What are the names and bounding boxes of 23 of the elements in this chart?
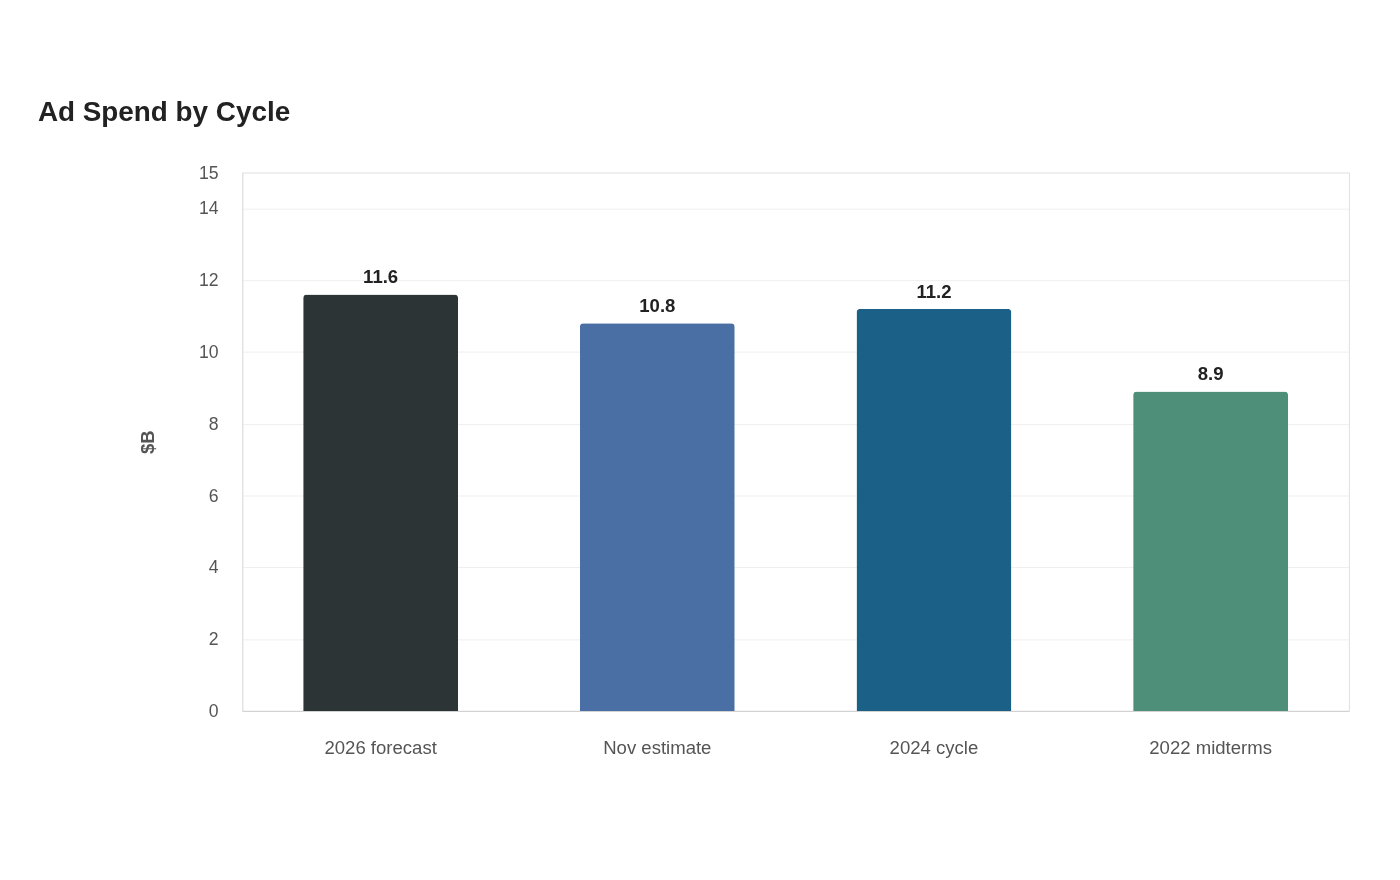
x-tick-label: 2026 forecast	[324, 737, 438, 759]
y-tick-label: 0	[208, 700, 219, 721]
bar	[1133, 391, 1289, 711]
bar	[856, 308, 1012, 711]
y-tick-label: 2	[208, 629, 219, 650]
y-tick-label: 10	[199, 342, 219, 362]
y-tick-label: 15	[199, 162, 219, 183]
y-axis-title: $B	[136, 430, 158, 455]
x-tick-label: 2022 midterms	[1149, 737, 1272, 759]
y-tick-label: 12	[199, 270, 219, 291]
y-tick-label: 4	[208, 557, 219, 578]
x-tick-label: Nov estimate	[603, 737, 712, 759]
data-label: 11.6	[363, 266, 399, 288]
chart-title: Ad Spend by Cycle	[37, 96, 291, 128]
data-label: 8.9	[1197, 363, 1224, 385]
y-tick-label: 14	[199, 198, 219, 219]
x-tick-label: 2024 cycle	[889, 737, 979, 759]
data-label: 11.2	[916, 280, 952, 302]
y-tick-label: 8	[208, 413, 219, 434]
data-label: 10.8	[639, 295, 676, 317]
bar	[579, 323, 735, 711]
bar	[303, 294, 459, 711]
y-tick-label: 6	[208, 485, 219, 506]
